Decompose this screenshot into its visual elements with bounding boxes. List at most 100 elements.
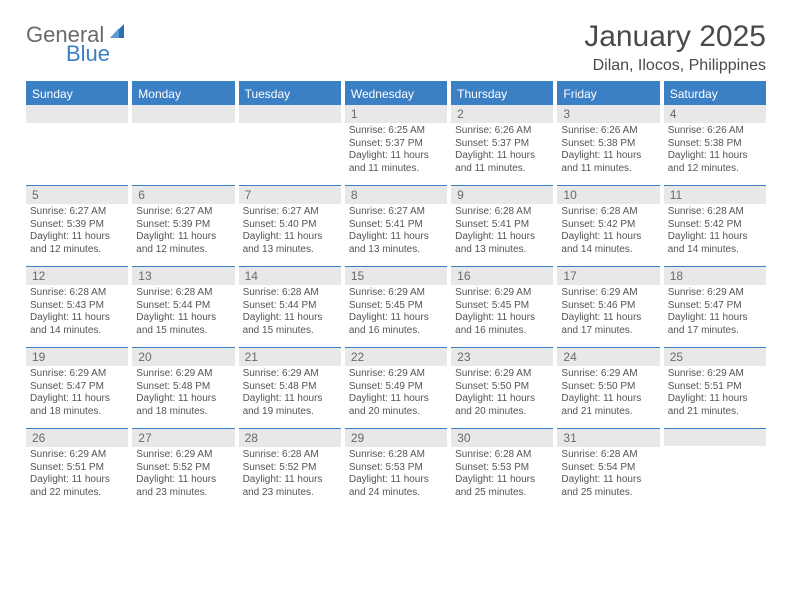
day-number: 15 bbox=[345, 266, 447, 285]
day-number: 4 bbox=[664, 105, 766, 123]
title-block: January 2025 Dilan, Ilocos, Philippines bbox=[584, 20, 766, 75]
calendar-cell-empty bbox=[26, 105, 128, 185]
calendar-cell-empty bbox=[132, 105, 234, 185]
day-details: Sunrise: 6:28 AMSunset: 5:42 PMDaylight:… bbox=[664, 204, 766, 266]
month-title: January 2025 bbox=[584, 20, 766, 53]
day-details: Sunrise: 6:28 AMSunset: 5:53 PMDaylight:… bbox=[345, 447, 447, 509]
day-number bbox=[664, 428, 766, 446]
day-header: Sunday bbox=[26, 81, 128, 105]
day-details: Sunrise: 6:28 AMSunset: 5:54 PMDaylight:… bbox=[557, 447, 659, 509]
calendar-cell: 30Sunrise: 6:28 AMSunset: 5:53 PMDayligh… bbox=[451, 428, 553, 509]
calendar-cell-empty bbox=[664, 428, 766, 509]
day-number: 18 bbox=[664, 266, 766, 285]
day-number: 22 bbox=[345, 347, 447, 366]
day-header: Thursday bbox=[451, 81, 553, 105]
day-number: 29 bbox=[345, 428, 447, 447]
day-details: Sunrise: 6:29 AMSunset: 5:47 PMDaylight:… bbox=[664, 285, 766, 347]
calendar-cell: 17Sunrise: 6:29 AMSunset: 5:46 PMDayligh… bbox=[557, 266, 659, 347]
calendar-cell: 1Sunrise: 6:25 AMSunset: 5:37 PMDaylight… bbox=[345, 105, 447, 185]
calendar-cell: 25Sunrise: 6:29 AMSunset: 5:51 PMDayligh… bbox=[664, 347, 766, 428]
calendar-cell: 31Sunrise: 6:28 AMSunset: 5:54 PMDayligh… bbox=[557, 428, 659, 509]
day-header: Tuesday bbox=[239, 81, 341, 105]
day-details: Sunrise: 6:29 AMSunset: 5:45 PMDaylight:… bbox=[345, 285, 447, 347]
day-details bbox=[26, 123, 128, 185]
day-number bbox=[132, 105, 234, 123]
calendar-cell: 11Sunrise: 6:28 AMSunset: 5:42 PMDayligh… bbox=[664, 185, 766, 266]
day-number: 17 bbox=[557, 266, 659, 285]
day-number: 7 bbox=[239, 185, 341, 204]
page-header: General January 2025 Dilan, Ilocos, Phil… bbox=[26, 20, 766, 75]
location-subtitle: Dilan, Ilocos, Philippines bbox=[584, 57, 766, 75]
day-details: Sunrise: 6:28 AMSunset: 5:52 PMDaylight:… bbox=[239, 447, 341, 509]
day-number: 3 bbox=[557, 105, 659, 123]
day-number: 5 bbox=[26, 185, 128, 204]
day-number bbox=[239, 105, 341, 123]
calendar-cell: 12Sunrise: 6:28 AMSunset: 5:43 PMDayligh… bbox=[26, 266, 128, 347]
calendar-cell: 21Sunrise: 6:29 AMSunset: 5:48 PMDayligh… bbox=[239, 347, 341, 428]
calendar-cell: 4Sunrise: 6:26 AMSunset: 5:38 PMDaylight… bbox=[664, 105, 766, 185]
day-number: 25 bbox=[664, 347, 766, 366]
day-number: 2 bbox=[451, 105, 553, 123]
day-details: Sunrise: 6:28 AMSunset: 5:44 PMDaylight:… bbox=[132, 285, 234, 347]
calendar-cell: 2Sunrise: 6:26 AMSunset: 5:37 PMDaylight… bbox=[451, 105, 553, 185]
day-number: 28 bbox=[239, 428, 341, 447]
day-number: 14 bbox=[239, 266, 341, 285]
day-details: Sunrise: 6:27 AMSunset: 5:39 PMDaylight:… bbox=[132, 204, 234, 266]
day-details: Sunrise: 6:29 AMSunset: 5:51 PMDaylight:… bbox=[664, 366, 766, 428]
day-details: Sunrise: 6:26 AMSunset: 5:38 PMDaylight:… bbox=[557, 123, 659, 185]
calendar-cell: 5Sunrise: 6:27 AMSunset: 5:39 PMDaylight… bbox=[26, 185, 128, 266]
day-header: Saturday bbox=[664, 81, 766, 105]
calendar-grid: SundayMondayTuesdayWednesdayThursdayFrid… bbox=[26, 81, 766, 509]
day-details: Sunrise: 6:29 AMSunset: 5:48 PMDaylight:… bbox=[132, 366, 234, 428]
day-details: Sunrise: 6:29 AMSunset: 5:48 PMDaylight:… bbox=[239, 366, 341, 428]
calendar-cell: 28Sunrise: 6:28 AMSunset: 5:52 PMDayligh… bbox=[239, 428, 341, 509]
day-details: Sunrise: 6:29 AMSunset: 5:52 PMDaylight:… bbox=[132, 447, 234, 509]
calendar-cell: 13Sunrise: 6:28 AMSunset: 5:44 PMDayligh… bbox=[132, 266, 234, 347]
calendar-cell: 23Sunrise: 6:29 AMSunset: 5:50 PMDayligh… bbox=[451, 347, 553, 428]
day-number: 8 bbox=[345, 185, 447, 204]
day-number bbox=[26, 105, 128, 123]
calendar-cell: 9Sunrise: 6:28 AMSunset: 5:41 PMDaylight… bbox=[451, 185, 553, 266]
day-details: Sunrise: 6:29 AMSunset: 5:47 PMDaylight:… bbox=[26, 366, 128, 428]
day-number: 27 bbox=[132, 428, 234, 447]
calendar-cell: 24Sunrise: 6:29 AMSunset: 5:50 PMDayligh… bbox=[557, 347, 659, 428]
calendar-cell: 27Sunrise: 6:29 AMSunset: 5:52 PMDayligh… bbox=[132, 428, 234, 509]
calendar-cell: 7Sunrise: 6:27 AMSunset: 5:40 PMDaylight… bbox=[239, 185, 341, 266]
day-details: Sunrise: 6:25 AMSunset: 5:37 PMDaylight:… bbox=[345, 123, 447, 185]
day-number: 10 bbox=[557, 185, 659, 204]
day-details: Sunrise: 6:28 AMSunset: 5:41 PMDaylight:… bbox=[451, 204, 553, 266]
day-number: 24 bbox=[557, 347, 659, 366]
calendar-cell: 26Sunrise: 6:29 AMSunset: 5:51 PMDayligh… bbox=[26, 428, 128, 509]
calendar-cell: 18Sunrise: 6:29 AMSunset: 5:47 PMDayligh… bbox=[664, 266, 766, 347]
calendar-cell: 16Sunrise: 6:29 AMSunset: 5:45 PMDayligh… bbox=[451, 266, 553, 347]
day-details: Sunrise: 6:27 AMSunset: 5:41 PMDaylight:… bbox=[345, 204, 447, 266]
calendar-cell: 29Sunrise: 6:28 AMSunset: 5:53 PMDayligh… bbox=[345, 428, 447, 509]
day-details: Sunrise: 6:29 AMSunset: 5:46 PMDaylight:… bbox=[557, 285, 659, 347]
day-number: 6 bbox=[132, 185, 234, 204]
day-number: 20 bbox=[132, 347, 234, 366]
calendar-cell: 3Sunrise: 6:26 AMSunset: 5:38 PMDaylight… bbox=[557, 105, 659, 185]
calendar-page: General January 2025 Dilan, Ilocos, Phil… bbox=[0, 0, 792, 529]
day-details: Sunrise: 6:28 AMSunset: 5:42 PMDaylight:… bbox=[557, 204, 659, 266]
day-header: Friday bbox=[557, 81, 659, 105]
day-header: Wednesday bbox=[345, 81, 447, 105]
day-details: Sunrise: 6:29 AMSunset: 5:49 PMDaylight:… bbox=[345, 366, 447, 428]
calendar-cell: 14Sunrise: 6:28 AMSunset: 5:44 PMDayligh… bbox=[239, 266, 341, 347]
calendar-cell: 10Sunrise: 6:28 AMSunset: 5:42 PMDayligh… bbox=[557, 185, 659, 266]
calendar-cell-empty bbox=[239, 105, 341, 185]
sail-icon bbox=[108, 22, 128, 47]
day-details: Sunrise: 6:27 AMSunset: 5:40 PMDaylight:… bbox=[239, 204, 341, 266]
calendar-cell: 15Sunrise: 6:29 AMSunset: 5:45 PMDayligh… bbox=[345, 266, 447, 347]
day-number: 19 bbox=[26, 347, 128, 366]
day-number: 30 bbox=[451, 428, 553, 447]
day-details: Sunrise: 6:28 AMSunset: 5:44 PMDaylight:… bbox=[239, 285, 341, 347]
day-details: Sunrise: 6:28 AMSunset: 5:53 PMDaylight:… bbox=[451, 447, 553, 509]
day-number: 23 bbox=[451, 347, 553, 366]
day-number: 13 bbox=[132, 266, 234, 285]
day-details: Sunrise: 6:26 AMSunset: 5:37 PMDaylight:… bbox=[451, 123, 553, 185]
calendar-cell: 6Sunrise: 6:27 AMSunset: 5:39 PMDaylight… bbox=[132, 185, 234, 266]
day-number: 21 bbox=[239, 347, 341, 366]
calendar-cell: 20Sunrise: 6:29 AMSunset: 5:48 PMDayligh… bbox=[132, 347, 234, 428]
day-details bbox=[239, 123, 341, 185]
day-details: Sunrise: 6:29 AMSunset: 5:50 PMDaylight:… bbox=[451, 366, 553, 428]
